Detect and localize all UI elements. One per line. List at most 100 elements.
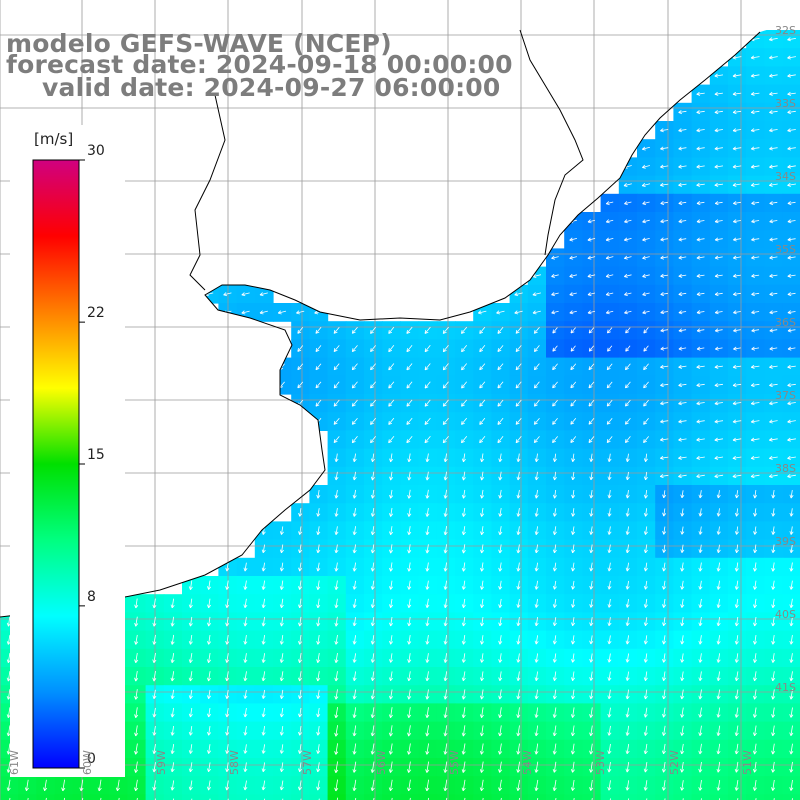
- wind-arrow-head: [787, 166, 792, 169]
- wind-cell: [309, 794, 329, 800]
- wind-arrow-head: [572, 769, 575, 773]
- wind-arrow-head: [696, 148, 701, 151]
- wind-arrow-head: [461, 368, 465, 371]
- wind-arrow: [353, 526, 356, 535]
- wind-arrow: [772, 761, 775, 773]
- wind-arrow-head: [608, 604, 612, 608]
- wind-arrow-head: [225, 713, 228, 718]
- wind-arrow: [644, 725, 648, 736]
- wind-arrow: [408, 526, 411, 535]
- wind-arrow-head: [590, 769, 594, 773]
- wind-arrow-head: [660, 330, 665, 333]
- wind-arrow: [660, 129, 669, 132]
- wind-arrow: [572, 653, 575, 663]
- wind-arrow-head: [608, 732, 612, 736]
- wind-arrow-head: [716, 659, 719, 663]
- wind-cell: [691, 794, 711, 800]
- wind-arrow: [388, 399, 395, 407]
- wind-arrow-head: [769, 458, 773, 460]
- wind-arrow-head: [135, 678, 139, 682]
- wind-arrow-head: [478, 310, 482, 314]
- wind-arrow: [297, 345, 304, 352]
- wind-arrow: [699, 707, 702, 718]
- wind-arrow: [281, 598, 284, 608]
- wind-arrow-head: [281, 568, 284, 572]
- wind-arrow: [572, 599, 575, 608]
- wind-arrow: [317, 544, 320, 553]
- wind-arrow-head: [552, 695, 555, 700]
- wind-arrow-head: [754, 549, 758, 554]
- wind-arrow: [317, 671, 320, 682]
- wind-arrow: [444, 471, 447, 481]
- wind-arrow-head: [171, 641, 175, 645]
- wind-arrow-head: [443, 659, 446, 663]
- wind-arrow: [787, 129, 796, 132]
- wind-arrow: [554, 508, 557, 517]
- wind-arrow: [135, 761, 138, 773]
- wind-arrow-head: [605, 201, 610, 205]
- wind-arrow: [532, 274, 541, 278]
- wind-arrow-head: [498, 695, 501, 700]
- wind-arrow-head: [552, 768, 555, 773]
- wind-arrow: [769, 110, 778, 113]
- wind-arrow: [587, 256, 596, 259]
- wind-arrow: [262, 726, 265, 736]
- wind-arrow-head: [207, 604, 209, 609]
- wind-arrow-head: [754, 641, 758, 645]
- wind-arrow-head: [208, 695, 212, 699]
- wind-arrow-head: [534, 404, 538, 407]
- wind-arrow-head: [153, 732, 157, 736]
- wind-arrow-head: [608, 476, 612, 481]
- wind-arrow: [660, 365, 669, 368]
- wind-arrow-head: [698, 695, 701, 700]
- wind-arrow: [625, 399, 631, 407]
- wind-arrow: [790, 671, 793, 681]
- wind-arrow-head: [590, 641, 594, 645]
- wind-arrow: [787, 438, 796, 441]
- wind-arrow: [772, 653, 775, 663]
- wind-arrow: [769, 92, 778, 95]
- wind-arrow-head: [642, 148, 646, 151]
- wind-arrow-head: [408, 751, 412, 755]
- wind-arrow: [80, 779, 84, 791]
- wind-arrow-head: [517, 495, 521, 499]
- wind-arrow-head: [750, 437, 755, 441]
- wind-arrow: [208, 762, 211, 772]
- wind-arrow: [351, 417, 358, 425]
- wind-arrow-head: [663, 622, 667, 627]
- wind-arrow: [717, 508, 720, 517]
- wind-arrow-head: [754, 659, 758, 663]
- wind-arrow-head: [552, 567, 555, 572]
- wind-arrow-head: [444, 568, 448, 572]
- wind-arrow-head: [569, 255, 573, 259]
- wind-arrow: [390, 598, 393, 608]
- wind-arrow-head: [552, 422, 556, 425]
- wind-arrow-head: [407, 640, 410, 645]
- wind-arrow: [626, 707, 630, 718]
- wind-arrow-head: [552, 404, 556, 407]
- wind-arrow-head: [208, 641, 212, 645]
- wind-arrow-head: [787, 364, 791, 368]
- wind-arrow-head: [371, 732, 375, 737]
- wind-arrow-head: [769, 91, 773, 95]
- wind-arrow-head: [642, 292, 646, 296]
- wind-arrow-head: [498, 549, 501, 554]
- wind-arrow-head: [6, 677, 9, 682]
- wind-arrow: [353, 671, 356, 681]
- wind-arrow-head: [134, 641, 137, 645]
- wind-arrow-head: [335, 788, 339, 792]
- wind-arrow-head: [587, 292, 591, 296]
- wind-arrow: [153, 762, 156, 773]
- wind-arrow-head: [714, 364, 718, 368]
- wind-arrow-head: [461, 586, 464, 590]
- wind-arrow-head: [752, 732, 755, 736]
- wind-cell: [527, 794, 547, 800]
- wind-cell: [309, 375, 329, 395]
- wind-arrow-head: [335, 531, 339, 535]
- wind-arrow-head: [499, 732, 503, 737]
- wind-arrow-head: [678, 239, 683, 242]
- wind-arrow-head: [517, 458, 521, 463]
- wind-arrow: [388, 363, 395, 371]
- wind-cell: [364, 375, 383, 395]
- wind-arrow-head: [135, 641, 139, 645]
